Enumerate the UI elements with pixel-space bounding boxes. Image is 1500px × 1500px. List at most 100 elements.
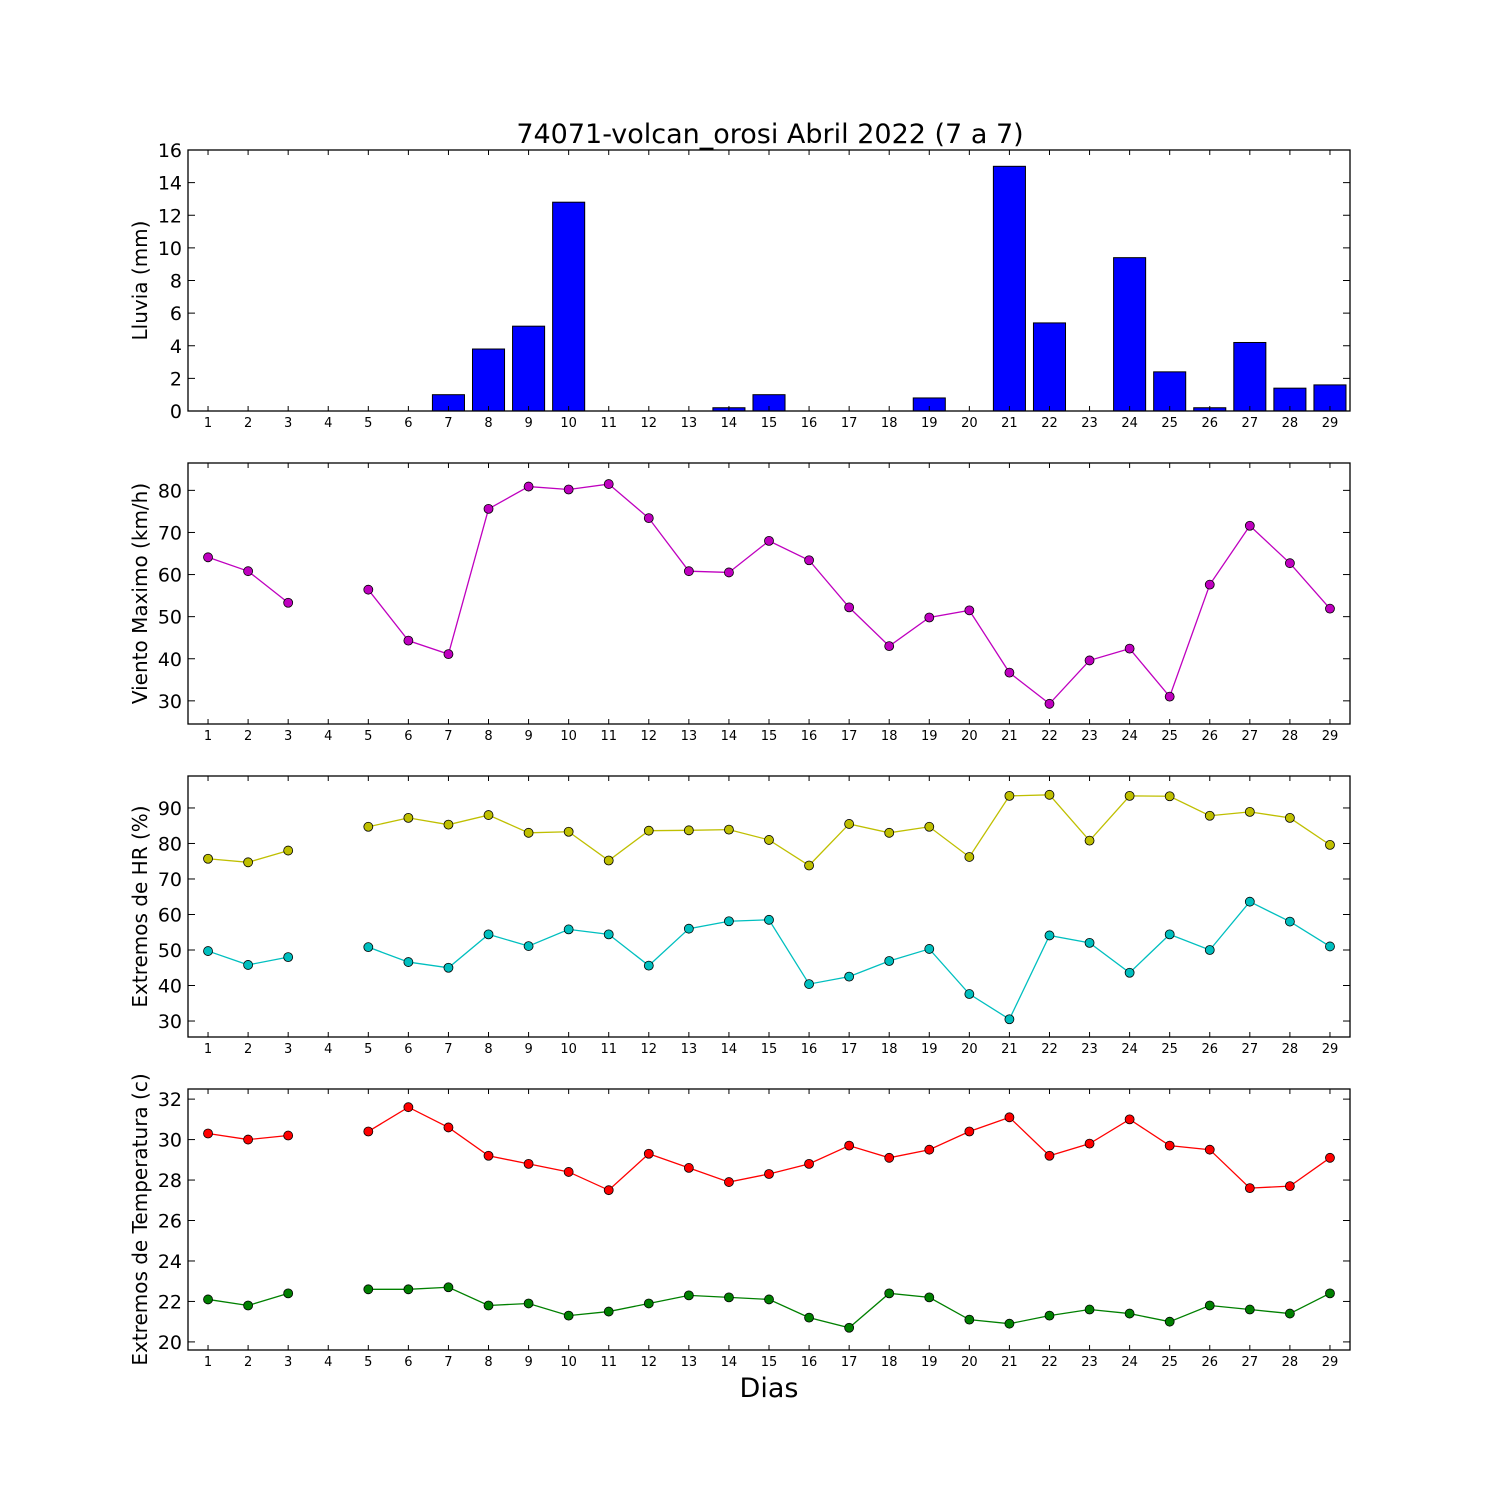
x-tick-label: 25 xyxy=(1161,1042,1178,1057)
bar xyxy=(512,325,546,412)
data-point xyxy=(683,825,694,836)
data-point xyxy=(1325,1152,1335,1163)
data-point xyxy=(443,1122,454,1133)
bar xyxy=(1233,341,1267,412)
x-tick-label: 1 xyxy=(204,1355,212,1370)
data-point xyxy=(683,923,694,934)
x-tick-label: 23 xyxy=(1081,729,1098,744)
data-point xyxy=(363,942,374,953)
data-point xyxy=(283,1130,294,1141)
y-axis-label: Extremos de HR (%) xyxy=(128,805,152,1007)
y-tick-label: 40 xyxy=(158,649,182,671)
data-point xyxy=(1284,1181,1295,1192)
x-tick-label: 11 xyxy=(600,729,617,744)
data-point xyxy=(1325,839,1335,850)
data-point xyxy=(603,929,614,940)
data-point xyxy=(1084,937,1095,948)
data-point xyxy=(1325,941,1335,952)
x-tick-label: 10 xyxy=(560,1042,577,1057)
x-tick-label: 28 xyxy=(1282,1355,1299,1370)
data-point xyxy=(924,821,935,832)
x-tick-label: 12 xyxy=(641,729,658,744)
data-point xyxy=(1164,929,1175,940)
data-point xyxy=(563,826,574,837)
x-tick-label: 17 xyxy=(841,729,858,744)
x-tick-label: 3 xyxy=(284,1355,292,1370)
x-tick-label: 13 xyxy=(681,416,698,431)
y-axis-label: Lluvia (mm) xyxy=(128,221,152,341)
x-tick-label: 4 xyxy=(324,1355,332,1370)
x-tick-label: 9 xyxy=(524,729,532,744)
data-point xyxy=(363,584,374,595)
y-tick-label: 90 xyxy=(158,798,182,820)
data-point xyxy=(1044,1310,1055,1321)
data-point xyxy=(643,1298,654,1309)
data-point xyxy=(1124,643,1135,654)
x-tick-label: 21 xyxy=(1001,1355,1018,1370)
y-tick-label: 4 xyxy=(170,336,182,358)
data-point xyxy=(563,484,574,495)
data-point xyxy=(1325,1288,1335,1299)
y-tick-label: 14 xyxy=(158,173,182,195)
data-point xyxy=(203,1128,213,1139)
y-tick-label: 80 xyxy=(158,833,182,855)
data-point xyxy=(964,1314,975,1325)
x-tick-label: 7 xyxy=(444,416,452,431)
data-point xyxy=(1084,655,1095,666)
chart-title: 74071-volcan_orosi Abril 2022 (7 a 7) xyxy=(516,119,1023,150)
data-point xyxy=(844,819,855,829)
x-tick-label: 7 xyxy=(444,1042,452,1057)
x-tick-label: 20 xyxy=(961,1042,978,1057)
y-tick-label: 22 xyxy=(158,1291,182,1313)
data-point xyxy=(283,597,294,608)
series-line xyxy=(368,794,1331,867)
data-point xyxy=(1204,945,1215,955)
x-tick-label: 4 xyxy=(324,729,332,744)
data-point xyxy=(924,1292,935,1303)
data-point xyxy=(964,605,975,616)
x-tick-label: 16 xyxy=(801,1355,818,1370)
x-tick-label: 17 xyxy=(841,1042,858,1057)
x-tick-label: 19 xyxy=(921,1355,938,1370)
x-tick-label: 6 xyxy=(404,1042,412,1057)
x-tick-label: 24 xyxy=(1121,729,1138,744)
y-tick-label: 80 xyxy=(158,480,182,502)
data-point xyxy=(403,635,414,646)
x-tick-label: 26 xyxy=(1201,1355,1218,1370)
data-point xyxy=(243,857,254,868)
data-point xyxy=(1044,698,1055,709)
data-point xyxy=(203,552,213,563)
y-tick-label: 32 xyxy=(158,1089,182,1111)
data-point xyxy=(243,566,254,577)
data-point xyxy=(844,1140,855,1151)
data-point xyxy=(523,941,534,951)
x-tick-label: 21 xyxy=(1001,416,1018,431)
y-tick-label: 60 xyxy=(158,904,182,926)
data-point xyxy=(804,1158,814,1169)
x-tick-label: 7 xyxy=(444,1355,452,1370)
data-point xyxy=(724,1177,734,1187)
x-tick-label: 4 xyxy=(324,1042,332,1057)
x-tick-label: 12 xyxy=(641,416,658,431)
x-tick-label: 25 xyxy=(1161,1355,1178,1370)
data-point xyxy=(1244,806,1255,817)
data-point xyxy=(203,946,213,956)
data-point xyxy=(283,1288,294,1299)
bar xyxy=(552,201,586,412)
data-point xyxy=(764,914,774,925)
data-point xyxy=(884,956,895,966)
data-point xyxy=(1204,1300,1215,1311)
x-tick-label: 11 xyxy=(600,416,617,431)
x-tick-label: 8 xyxy=(484,416,492,431)
data-point xyxy=(1244,896,1255,907)
x-tick-label: 9 xyxy=(524,1042,532,1057)
data-point xyxy=(243,1300,254,1311)
bar xyxy=(1113,257,1147,412)
x-axis-label: Dias xyxy=(740,1373,799,1404)
y-tick-label: 12 xyxy=(158,205,182,227)
x-tick-label: 29 xyxy=(1322,729,1339,744)
x-tick-label: 15 xyxy=(761,416,778,431)
x-tick-label: 27 xyxy=(1242,1355,1259,1370)
